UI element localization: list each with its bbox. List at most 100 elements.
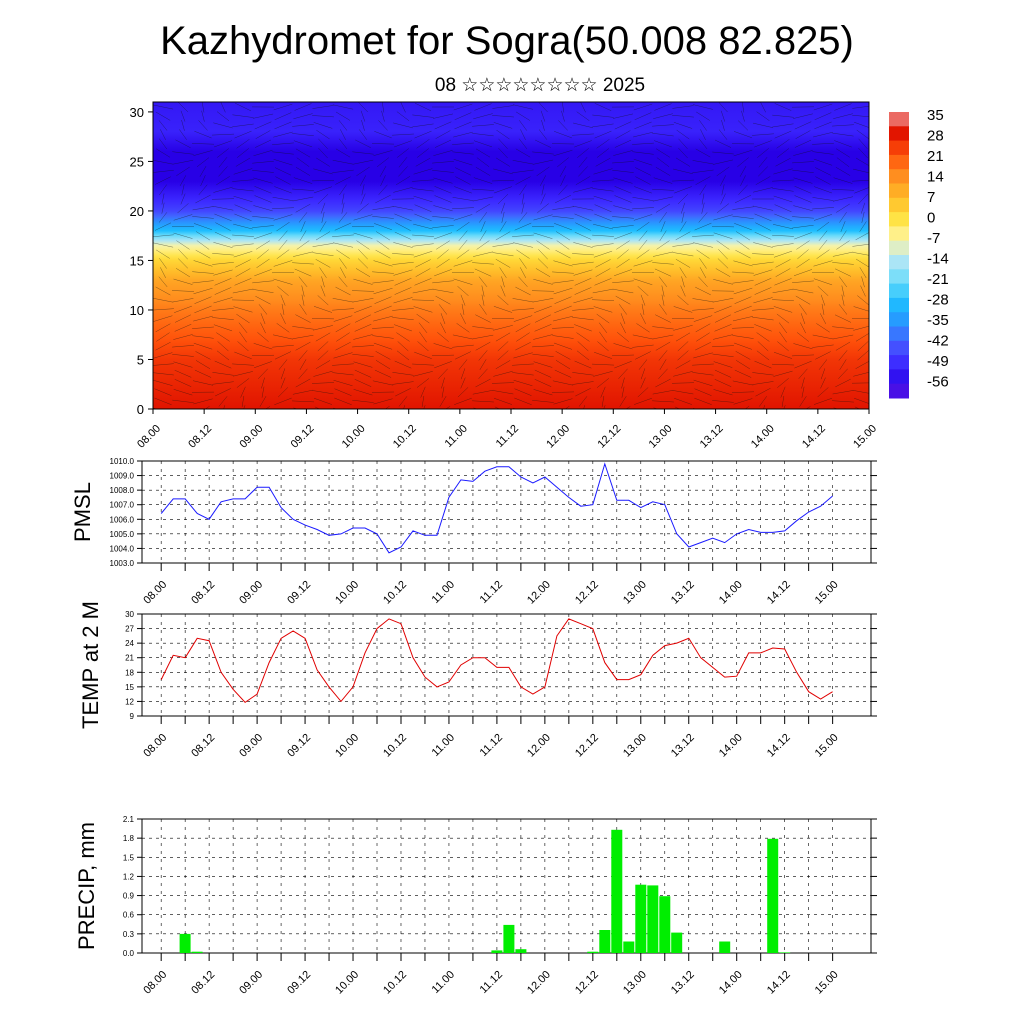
section-y-tick-label: 5 — [137, 352, 144, 367]
wind-arrow — [352, 410, 374, 412]
colorbar-label: 21 — [927, 148, 944, 165]
section-x-tick-label: 10.12 — [391, 423, 419, 451]
wind-arrow — [632, 410, 654, 411]
temp-y-tick-label: 9 — [130, 712, 135, 721]
precip-bar — [192, 952, 203, 953]
precip-bar — [611, 830, 622, 953]
colorbar-segment — [889, 169, 909, 184]
precip-y-tick-label: 1.8 — [123, 834, 135, 843]
temp-x-tick-label: 13.12 — [669, 732, 697, 760]
pmsl-x-tick-label: 10.00 — [333, 579, 361, 607]
precip-y-tick-label: 2.1 — [123, 815, 135, 824]
section-y-tick-label: 20 — [130, 204, 144, 219]
section-x-tick-label: 14.00 — [749, 423, 777, 451]
colorbar-segment — [889, 112, 909, 127]
precip-x-tick-label: 10.12 — [381, 969, 409, 997]
precip-x-tick-label: 13.00 — [621, 969, 649, 997]
colorbar-label: -35 — [927, 312, 949, 329]
precip-bar — [659, 896, 670, 953]
temp-y-tick-label: 27 — [125, 625, 134, 634]
section-x-tick-label: 11.00 — [443, 423, 470, 450]
colorbar-segment — [889, 369, 909, 384]
chart-subtitle: 08 ☆☆☆☆☆☆☆☆ 2025 — [435, 75, 645, 96]
colorbar-label: 28 — [927, 128, 944, 145]
precip-y-tick-label: 1.2 — [123, 872, 135, 881]
temp-x-tick-label: 13.00 — [621, 732, 649, 760]
temp-y-axis-label: TEMP at 2 M — [78, 601, 103, 729]
precip-bar — [647, 885, 658, 953]
precip-x-tick-label: 12.12 — [573, 969, 601, 997]
wind-arrow — [272, 410, 294, 411]
precip-bar — [503, 925, 514, 953]
section-x-tick-label: 15.00 — [851, 423, 879, 451]
colorbar-segment — [889, 226, 909, 241]
pmsl-x-tick-label: 12.00 — [525, 579, 553, 607]
colorbar-segment — [889, 298, 909, 313]
colorbar-segment — [889, 241, 909, 256]
section-x-tick-label: 13.12 — [698, 423, 726, 451]
pmsl-x-tick-label: 14.00 — [717, 579, 745, 607]
section-x-tick-label: 08.12 — [186, 423, 214, 451]
colorbar-segment — [889, 384, 909, 399]
pmsl-x-tick-label: 08.12 — [189, 579, 217, 607]
precip-x-tick-label: 13.12 — [669, 969, 697, 997]
precip-x-tick-label: 12.00 — [525, 969, 553, 997]
precip-x-tick-label: 09.12 — [285, 969, 313, 997]
precip-bar — [623, 942, 634, 954]
temp-x-tick-label: 12.00 — [525, 732, 553, 760]
colorbar-segment — [889, 212, 909, 227]
pmsl-x-tick-label: 11.12 — [478, 579, 505, 606]
colorbar-label: -42 — [927, 333, 949, 350]
pmsl-y-tick-label: 1005.0 — [110, 530, 135, 539]
precip-x-tick-label: 09.00 — [237, 969, 265, 997]
colorbar-label: 0 — [927, 210, 935, 227]
precip-y-tick-label: 0.6 — [123, 911, 135, 920]
precip-bar — [671, 933, 682, 953]
colorbar-segment — [889, 126, 909, 141]
temp-frame — [142, 614, 871, 716]
section-x-tick-label: 09.00 — [237, 423, 265, 451]
colorbar-label: -56 — [927, 374, 949, 391]
colorbar-segment — [889, 284, 909, 299]
colorbar-segment — [889, 198, 909, 213]
colorbar-segment — [889, 255, 909, 270]
colorbar-label: -28 — [927, 292, 949, 309]
pmsl-frame — [142, 461, 871, 563]
section-y-tick-label: 25 — [130, 154, 144, 169]
precip-bar — [587, 952, 598, 953]
colorbar-segment — [889, 312, 909, 327]
pmsl-x-tick-label: 12.12 — [573, 579, 601, 607]
precip-x-tick-label: 14.12 — [765, 969, 793, 997]
wind-arrow — [452, 410, 474, 411]
temp-y-tick-label: 12 — [125, 697, 134, 706]
colorbar-segment — [889, 269, 909, 284]
colorbar-segment — [889, 327, 909, 342]
wind-arrow — [532, 409, 553, 411]
section-x-tick-label: 12.00 — [544, 423, 572, 451]
precip-bar — [180, 934, 191, 953]
precip-y-tick-label: 0.3 — [123, 930, 135, 939]
temp-x-tick-label: 14.00 — [717, 732, 745, 760]
precip-bar — [767, 839, 778, 953]
chart-title: Kazhydromet for Sogra(50.008 82.825) — [160, 19, 854, 63]
pmsl-y-tick-label: 1004.0 — [110, 544, 135, 553]
section-x-tick-label: 11.12 — [494, 423, 521, 450]
pmsl-y-tick-label: 1007.0 — [110, 501, 135, 510]
temp-y-tick-label: 15 — [125, 683, 134, 692]
precip-x-tick-label: 08.00 — [141, 969, 169, 997]
precip-y-axis-label: PRECIP, mm — [74, 822, 99, 950]
colorbar-label: -49 — [927, 353, 949, 370]
pmsl-x-tick-label: 13.00 — [621, 579, 649, 607]
section-x-tick-label: 09.12 — [289, 423, 317, 451]
pmsl-panel: 1003.01004.01005.01006.01007.01008.01009… — [70, 457, 877, 607]
precip-x-tick-label: 14.00 — [717, 969, 745, 997]
temp-x-tick-label: 09.12 — [285, 732, 313, 760]
wind-arrow — [812, 410, 834, 411]
temp-x-tick-label: 12.12 — [573, 732, 601, 760]
precip-bar — [599, 930, 610, 953]
temp-x-tick-label: 08.12 — [189, 732, 217, 760]
pmsl-x-tick-label: 08.00 — [141, 579, 169, 607]
